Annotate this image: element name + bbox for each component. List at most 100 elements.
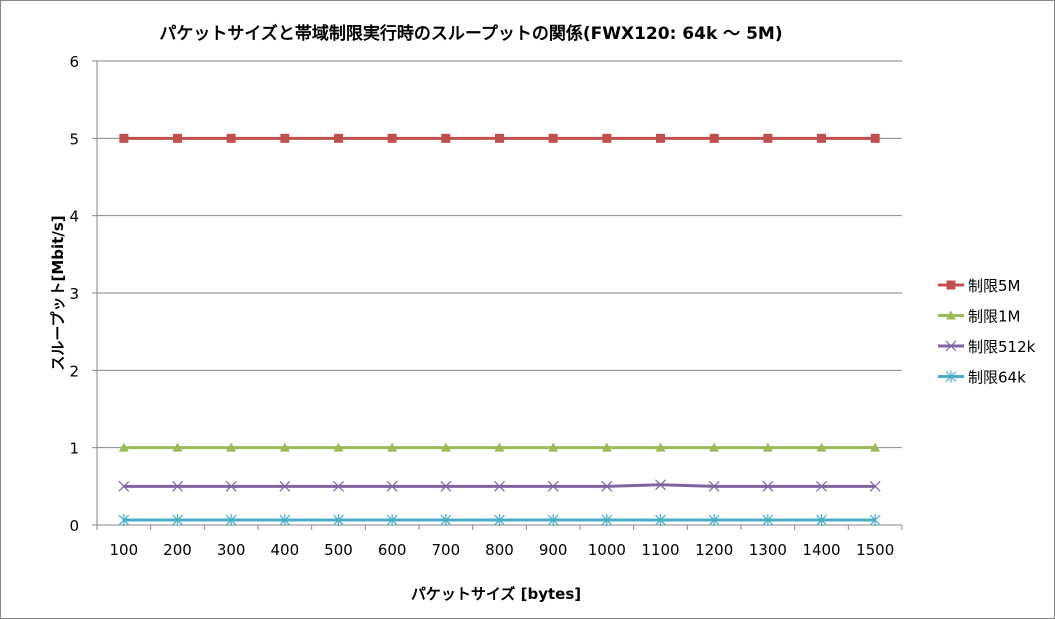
marker-star	[547, 514, 559, 527]
marker-square	[946, 280, 956, 290]
marker-star	[279, 514, 291, 527]
legend-item: 制限512k	[938, 338, 1036, 356]
x-tick-label: 1300	[749, 541, 787, 559]
marker-square	[817, 133, 826, 143]
y-tick-label: 4	[69, 208, 79, 226]
marker-triangle	[762, 442, 773, 452]
marker-triangle	[333, 442, 344, 452]
y-tick-label: 5	[69, 130, 79, 148]
legend-item: 制限64k	[938, 369, 1026, 387]
marker-square	[870, 133, 880, 143]
x-tick-label: 100	[110, 541, 139, 559]
marker-square	[602, 133, 612, 143]
x-tick-label: 900	[539, 541, 568, 559]
marker-square	[441, 133, 451, 143]
x-tick-label: 800	[485, 541, 514, 559]
marker-square	[763, 133, 773, 143]
marker-triangle	[226, 442, 237, 452]
y-tick-label: 2	[69, 362, 79, 380]
marker-triangle	[816, 442, 827, 452]
marker-star	[655, 514, 666, 527]
marker-triangle	[655, 442, 666, 452]
marker-star	[762, 514, 774, 527]
y-axis-label: スループット[Mbit/s]	[49, 215, 67, 370]
x-axis-label: パケットサイズ [bytes]	[411, 585, 581, 603]
marker-star	[708, 514, 720, 527]
series-制限5M	[119, 133, 880, 143]
marker-square	[495, 133, 504, 143]
marker-x	[494, 480, 505, 492]
series-制限512k	[118, 479, 881, 492]
chart-title: パケットサイズと帯域制限実行時のスループットの関係(FWX120: 64k 〜 …	[159, 23, 782, 44]
marker-triangle	[709, 442, 720, 452]
marker-triangle	[387, 442, 398, 452]
marker-x	[172, 480, 183, 492]
marker-star	[440, 514, 452, 527]
marker-star	[494, 514, 505, 527]
x-tick-label: 700	[432, 541, 461, 559]
marker-star	[945, 370, 957, 383]
legend-item: 制限5M	[938, 277, 1021, 295]
x-tick-label: 500	[324, 541, 353, 559]
marker-square	[709, 133, 719, 143]
marker-x	[708, 480, 720, 492]
marker-x	[225, 480, 237, 492]
marker-square	[226, 133, 236, 143]
marker-x	[762, 480, 774, 492]
marker-star	[172, 514, 183, 527]
marker-star	[816, 514, 827, 527]
marker-x	[118, 480, 130, 492]
marker-x	[655, 479, 666, 491]
y-tick-label: 6	[69, 53, 79, 71]
series-制限1M	[118, 442, 881, 452]
marker-x	[279, 480, 291, 492]
marker-triangle	[946, 310, 956, 320]
legend-label: 制限512k	[968, 338, 1036, 356]
marker-triangle	[548, 442, 559, 452]
marker-square	[119, 133, 129, 143]
series-制限64k	[118, 514, 881, 527]
y-tick-label: 1	[69, 440, 79, 458]
marker-x	[547, 480, 559, 492]
marker-x	[440, 480, 452, 492]
x-tick-label: 1100	[641, 541, 679, 559]
x-tick-label: 1400	[802, 541, 840, 559]
marker-triangle	[494, 442, 505, 452]
x-tick-label: 200	[163, 541, 192, 559]
marker-square	[387, 133, 397, 143]
marker-triangle	[440, 442, 451, 452]
marker-x	[869, 480, 881, 492]
marker-x	[601, 480, 613, 492]
x-tick-label: 600	[378, 541, 407, 559]
marker-triangle	[279, 442, 290, 452]
marker-square	[656, 133, 665, 143]
marker-square	[280, 133, 290, 143]
marker-triangle	[172, 442, 183, 452]
marker-square	[548, 133, 558, 143]
marker-triangle	[870, 442, 881, 452]
x-tick-label: 1000	[588, 541, 626, 559]
marker-star	[118, 514, 130, 527]
x-tick-label: 300	[217, 541, 246, 559]
y-tick-label: 3	[69, 285, 79, 303]
legend-item: 制限1M	[938, 308, 1021, 326]
marker-star	[869, 514, 881, 527]
marker-star	[225, 514, 237, 527]
marker-star	[333, 514, 344, 527]
marker-x	[816, 480, 827, 492]
marker-star	[601, 514, 613, 527]
marker-x	[945, 340, 957, 352]
x-tick-label: 1200	[695, 541, 733, 559]
marker-triangle	[118, 442, 129, 452]
legend-label: 制限64k	[968, 369, 1026, 387]
marker-x	[386, 480, 398, 492]
y-tick-label: 0	[69, 517, 79, 535]
marker-square	[334, 133, 343, 143]
legend-label: 制限1M	[968, 308, 1021, 326]
marker-star	[386, 514, 398, 527]
marker-triangle	[601, 442, 612, 452]
marker-x	[333, 480, 344, 492]
legend-label: 制限5M	[968, 277, 1021, 295]
